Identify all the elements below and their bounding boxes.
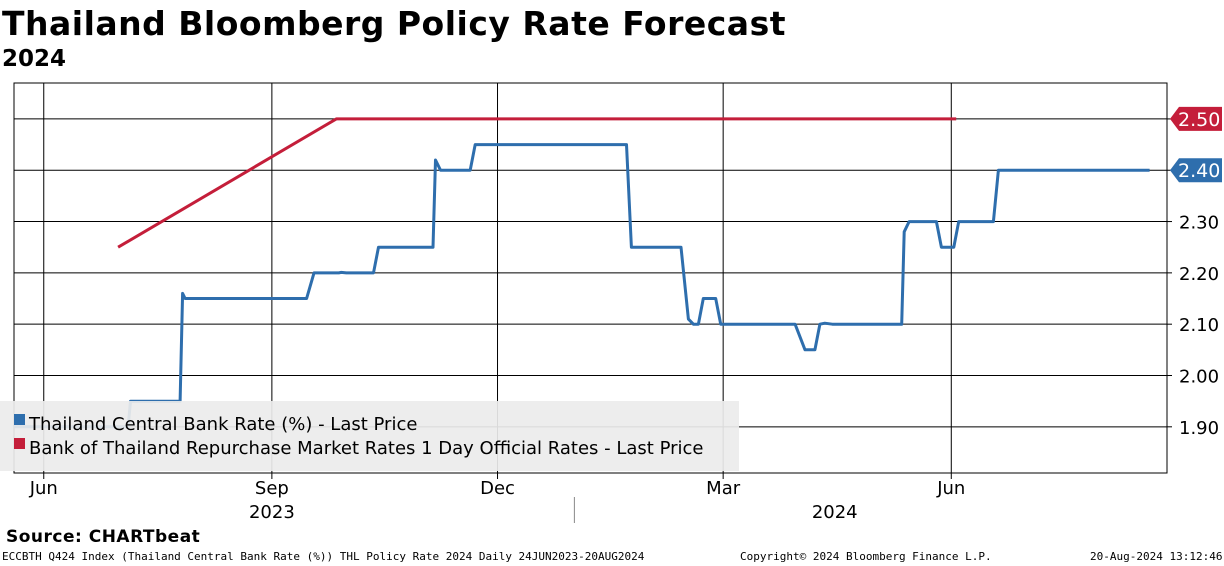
y-tick-label: 2.30 bbox=[1179, 213, 1219, 234]
y-tick-label: 2.10 bbox=[1179, 315, 1219, 336]
copyright-note: Copyright© 2024 Bloomberg Finance L.P. bbox=[740, 550, 992, 563]
legend-swatch bbox=[14, 438, 25, 449]
legend-swatch bbox=[14, 414, 25, 425]
y-tick-label: 1.90 bbox=[1179, 418, 1219, 439]
year-label: 2023 bbox=[249, 502, 295, 523]
legend-box bbox=[0, 401, 739, 471]
last-value-label: 2.50 bbox=[1178, 109, 1220, 131]
last-value-tag bbox=[1170, 106, 1222, 131]
x-tick-label: Dec bbox=[480, 478, 515, 499]
series-line-2 bbox=[117, 117, 957, 249]
ticker-info: ECCBTH Q424 Index (Thailand Central Bank… bbox=[2, 550, 645, 563]
y-tick-label: 2.00 bbox=[1179, 367, 1219, 388]
x-tick-label: Sep bbox=[255, 478, 289, 499]
x-tick-label: Jun bbox=[936, 478, 965, 499]
chart-subtitle: 2024 bbox=[2, 46, 67, 72]
x-tick-label: Mar bbox=[706, 478, 741, 499]
series-line-1 bbox=[14, 143, 1150, 429]
y-tick-label: 2.20 bbox=[1179, 264, 1219, 285]
legend-label: Thailand Central Bank Rate (%) - Last Pr… bbox=[28, 414, 417, 435]
year-label: 2024 bbox=[812, 502, 858, 523]
last-value-tag bbox=[1170, 158, 1222, 183]
legend-label: Bank of Thailand Repurchase Market Rates… bbox=[29, 438, 704, 459]
source-note: Source: CHARTbeat bbox=[6, 527, 201, 547]
last-value-label: 2.40 bbox=[1178, 160, 1220, 182]
plot-frame bbox=[13, 82, 1168, 474]
chart-title: Thailand Bloomberg Policy Rate Forecast bbox=[2, 4, 786, 43]
timestamp: 20-Aug-2024 13:12:46 bbox=[1090, 550, 1223, 563]
x-tick-label: Jun bbox=[29, 478, 58, 499]
